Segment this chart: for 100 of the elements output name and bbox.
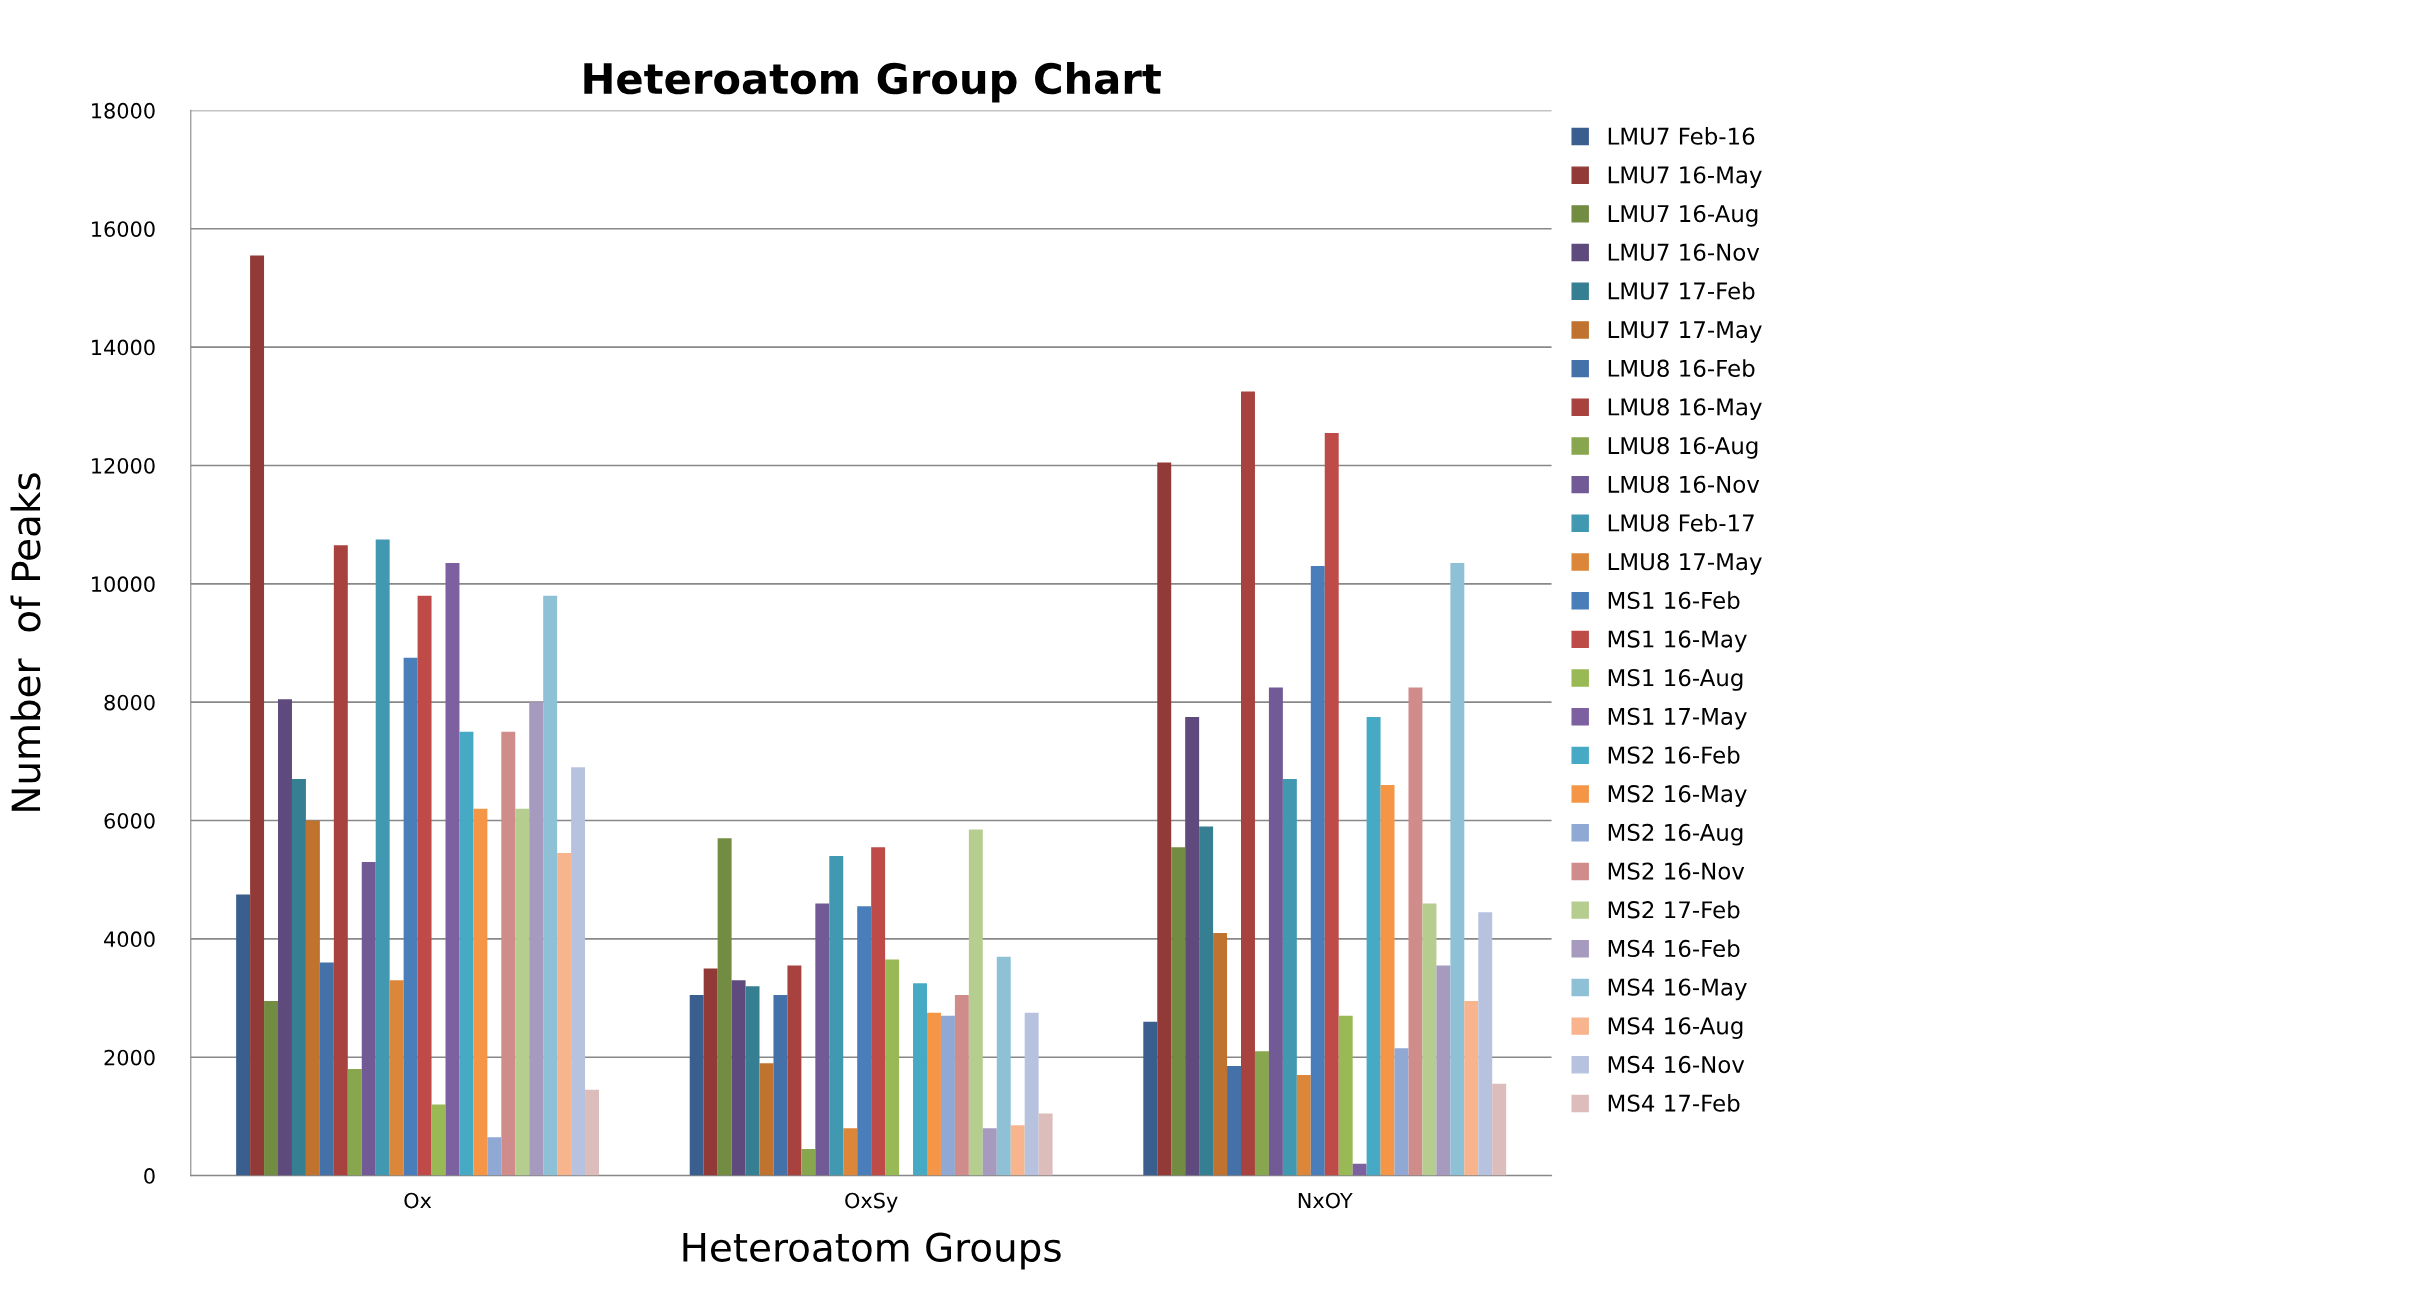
y-tick-label: 0	[144, 1168, 155, 1184]
bar	[501, 731, 516, 1176]
y-tick-label: 6000	[104, 812, 155, 829]
legend-label: MS2 17-Feb	[1608, 900, 1740, 919]
y-tick-label: 2000	[104, 1049, 155, 1066]
bar	[1213, 932, 1228, 1176]
legend-label: MS2 16-Feb	[1608, 745, 1740, 764]
bar	[843, 1128, 858, 1176]
legend-label: MS2 16-May	[1608, 785, 1747, 807]
legend-label: MS1 16-Aug	[1608, 669, 1743, 691]
bar	[996, 956, 1011, 1176]
legend-label: LMU8 16-May	[1608, 398, 1762, 421]
bar	[1352, 1163, 1367, 1176]
bar	[250, 255, 265, 1176]
bar	[431, 1104, 446, 1176]
bar	[585, 1089, 600, 1176]
bar	[801, 1148, 816, 1176]
legend-label: MS4 16-Nov	[1608, 1055, 1745, 1074]
bar	[319, 962, 334, 1176]
bar	[445, 563, 460, 1176]
bar	[515, 808, 530, 1176]
bar	[1338, 1015, 1353, 1176]
bar	[557, 853, 572, 1176]
legend-label: LMU7 16-Aug	[1608, 204, 1758, 227]
y-tick-label: 16000	[92, 221, 155, 237]
bar	[291, 779, 306, 1176]
bar	[1394, 1048, 1409, 1176]
bar	[1010, 1125, 1025, 1176]
legend-label: LMU8 16-Nov	[1608, 475, 1760, 493]
bar	[745, 986, 760, 1176]
y-tick-label: 12000	[92, 457, 155, 474]
bar	[787, 965, 802, 1176]
bar	[885, 959, 900, 1176]
x-tick-label: Ox	[404, 1192, 432, 1209]
bar	[1422, 903, 1437, 1176]
bar	[1268, 687, 1283, 1176]
bar	[1408, 687, 1423, 1176]
bar	[417, 595, 432, 1176]
legend-label: MS4 16-May	[1608, 978, 1747, 1001]
y-tick-label: 4000	[104, 931, 155, 948]
bar	[1324, 432, 1339, 1176]
bar	[913, 983, 927, 1176]
bar	[305, 820, 320, 1176]
bar	[1227, 1066, 1242, 1176]
bar	[389, 980, 404, 1176]
bar	[871, 847, 886, 1176]
bar	[1157, 462, 1172, 1176]
bar	[857, 906, 872, 1176]
legend-label: MS1 16-May	[1608, 630, 1747, 653]
bar	[829, 856, 844, 1176]
y-tick-label: 18000	[92, 102, 155, 119]
bar	[731, 980, 746, 1176]
legend-label: MS2 16-Aug	[1608, 823, 1743, 846]
bar	[529, 702, 544, 1176]
x-tick-label: OxSy	[845, 1192, 898, 1213]
legend-label: MS1 17-May	[1608, 707, 1747, 730]
bar	[689, 995, 704, 1176]
bar	[1310, 566, 1325, 1176]
legend-label: MS1 16-Feb	[1608, 591, 1740, 610]
legend-label: LMU7 16-May	[1608, 166, 1762, 188]
legend-label: LMU8 17-May	[1608, 553, 1762, 575]
legend-label: MS4 16-Feb	[1608, 939, 1740, 958]
bar	[264, 1001, 279, 1176]
legend-label: LMU8 Feb-17	[1608, 513, 1754, 532]
legend-label: LMU7 16-Nov	[1608, 243, 1760, 261]
legend-label: MS4 16-Aug	[1608, 1017, 1743, 1039]
legend-label: MS4 17-Feb	[1608, 1094, 1740, 1112]
bar	[982, 1128, 997, 1176]
bar	[361, 861, 376, 1176]
bar	[940, 1015, 955, 1176]
bar	[1282, 779, 1297, 1176]
bar	[1171, 847, 1186, 1176]
bar	[1024, 1012, 1039, 1176]
bar	[1038, 1113, 1053, 1176]
bar	[375, 539, 390, 1176]
bar	[1464, 1001, 1479, 1176]
y-tick-label: 14000	[92, 339, 155, 356]
bar	[926, 1012, 941, 1176]
bar	[1436, 965, 1451, 1176]
bar	[759, 1063, 774, 1176]
bar	[1478, 912, 1493, 1176]
legend-label: LMU7 Feb-16	[1608, 127, 1755, 145]
bar	[278, 699, 292, 1176]
bar	[1254, 1051, 1269, 1176]
legend-label: LMU8 16-Feb	[1608, 359, 1755, 377]
bar	[1199, 826, 1214, 1176]
bar	[1450, 563, 1465, 1176]
bar	[773, 995, 788, 1176]
y-tick-label: 8000	[104, 694, 155, 711]
bar	[717, 838, 732, 1176]
bar	[954, 995, 969, 1176]
bar	[815, 903, 830, 1176]
bar	[347, 1069, 362, 1176]
legend-label: LMU8 16-Aug	[1608, 436, 1758, 459]
bar	[968, 829, 983, 1176]
bar	[473, 808, 488, 1176]
y-axis-title: Number of Peaks	[10, 473, 41, 811]
bar	[1366, 716, 1381, 1176]
bar	[703, 968, 718, 1176]
bar	[1296, 1074, 1311, 1176]
